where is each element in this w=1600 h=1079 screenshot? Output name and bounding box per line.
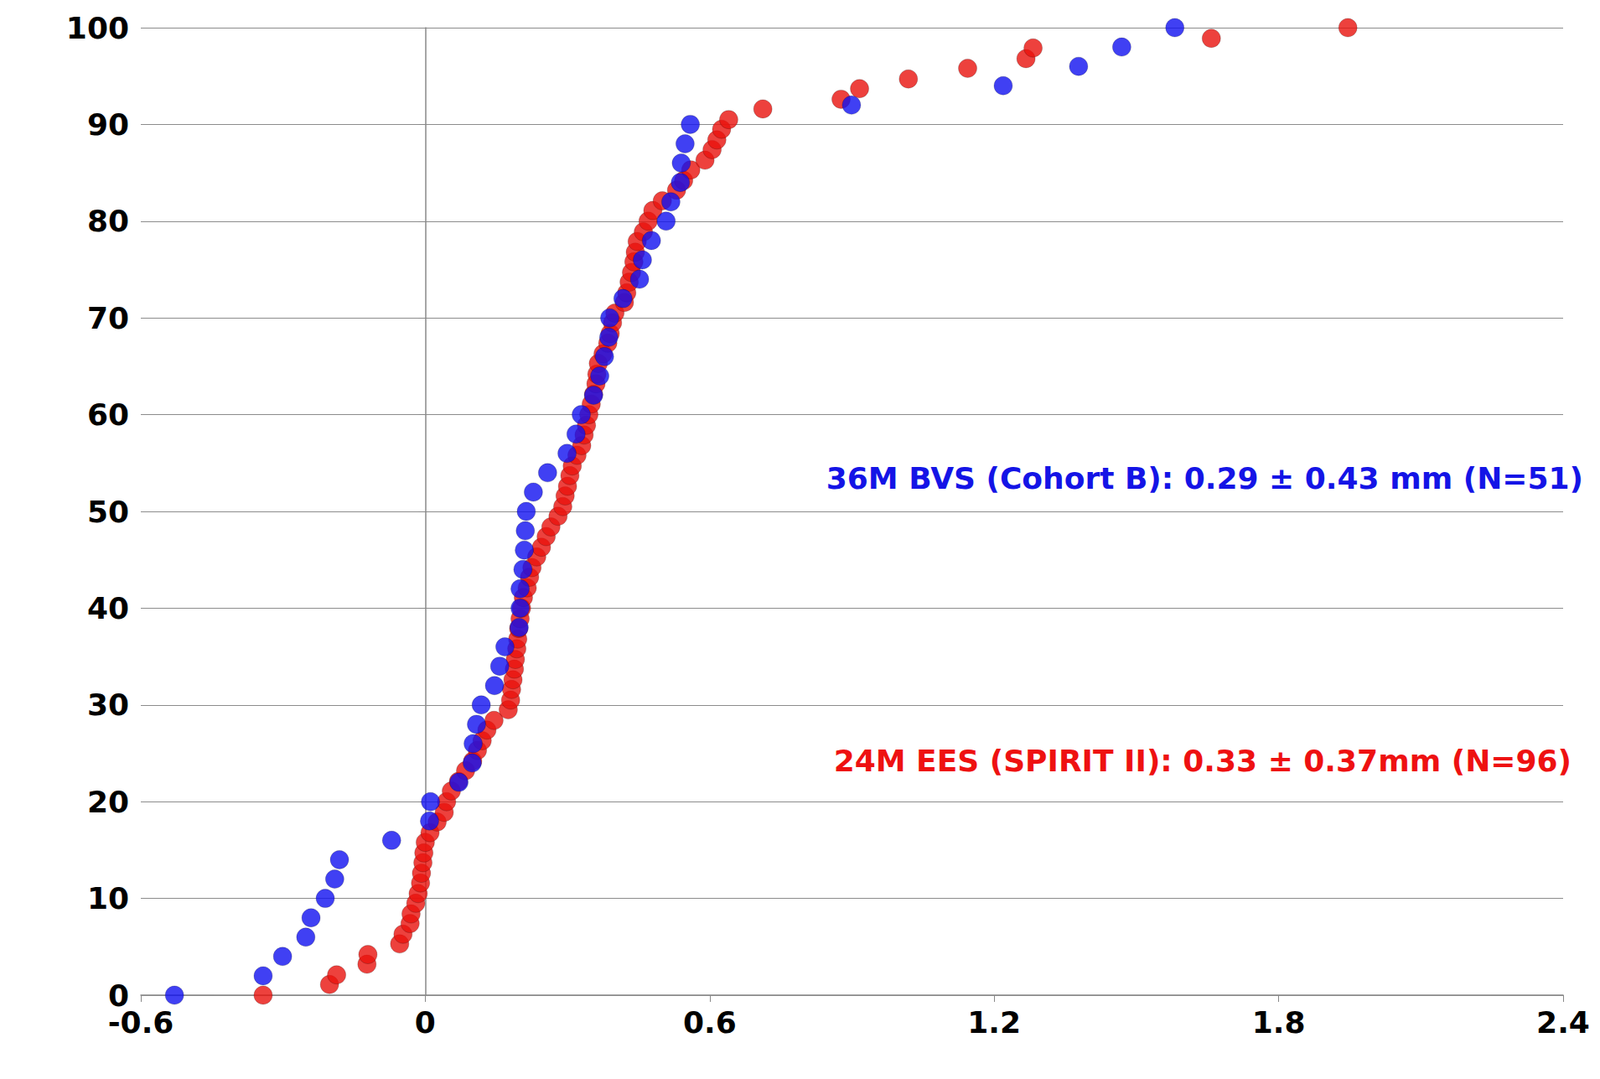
svg-text:100: 100 [66,10,130,46]
svg-text:20: 20 [87,784,130,819]
svg-text:10: 10 [87,880,130,916]
svg-text:90: 90 [87,107,130,142]
svg-text:0: 0 [414,1004,436,1040]
svg-text:50: 50 [87,494,130,529]
svg-text:40: 40 [87,590,130,626]
svg-text:30: 30 [87,687,130,722]
svg-text:70: 70 [87,300,130,336]
svg-text:-0.6: -0.6 [108,1004,175,1040]
svg-text:36M BVS (Cohort B): 0.29 ± 0.4: 36M BVS (Cohort B): 0.29 ± 0.43 mm (N=51… [826,460,1584,496]
svg-text:1.8: 1.8 [1252,1004,1306,1040]
svg-text:0: 0 [108,977,130,1013]
svg-text:1.2: 1.2 [967,1004,1021,1040]
svg-text:0.6: 0.6 [683,1004,737,1040]
svg-text:60: 60 [87,397,130,432]
svg-text:2.4: 2.4 [1536,1004,1590,1040]
svg-text:24M EES (SPIRIT II): 0.33 ± 0.: 24M EES (SPIRIT II): 0.33 ± 0.37mm (N=96… [833,743,1572,778]
svg-text:80: 80 [87,203,130,239]
